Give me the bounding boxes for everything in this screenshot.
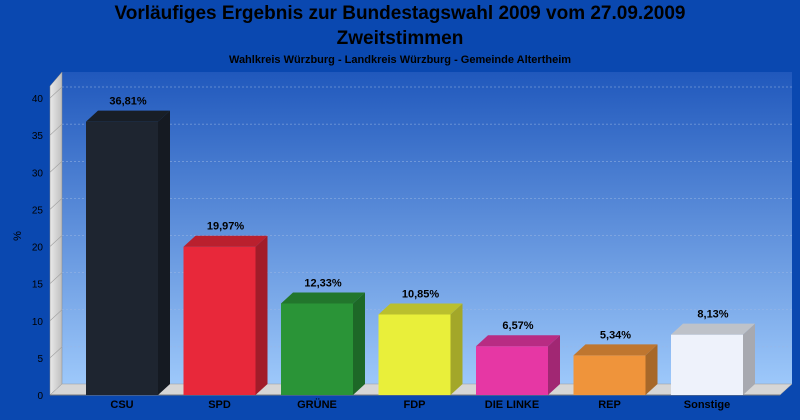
y-tick-label: 10 [32,317,44,328]
x-tick-label: CSU [110,399,133,411]
data-label: 12,33% [304,277,342,289]
y-tick-label: 35 [32,131,44,142]
wall-gridline [49,346,63,359]
y-tick-label: 30 [32,168,44,179]
wall-gridline [49,198,63,210]
bar-die-linke [476,335,560,395]
y-tick-label: 0 [37,391,43,402]
wall-gridline [49,309,63,321]
bar-side [548,335,560,395]
data-label: 8,13% [697,309,728,321]
data-label: 36,81% [109,96,147,108]
bar-front [86,121,158,395]
y-tick-label: 15 [32,280,44,291]
y-tick-label: 25 [32,205,44,216]
bar-front [476,346,548,395]
wall-gridline [49,272,63,284]
bar-gr-ne [281,292,365,395]
bar-top [476,335,560,347]
data-label: 10,85% [402,288,440,300]
bar-side [353,292,365,395]
wall-gridline [49,123,63,136]
x-tick-label: DIE LINKE [485,399,539,411]
bar-sonstige [671,323,755,395]
bar-top [183,235,268,247]
y-tick-label: 40 [32,94,44,105]
left-wall [49,71,63,396]
x-tick-label: REP [598,399,621,411]
bar-front [573,355,646,395]
bar-side [158,110,170,395]
bar-fdp [378,303,463,395]
x-tick-label: SPD [208,399,231,411]
data-label: 19,97% [207,221,245,233]
bar-front [183,246,256,395]
bar-side [450,303,463,395]
x-tick-label: GRÜNE [297,398,337,411]
bar-rep [573,344,658,395]
wall-gridline [49,161,63,173]
bar-side [743,323,755,395]
x-tick-label: Sonstige [684,399,730,411]
wall-gridline [49,86,63,99]
y-tick-label: 5 [37,354,43,365]
bar-front [281,303,353,395]
bar-side [645,344,658,395]
bar-front [378,314,451,395]
bar-top [378,303,463,315]
data-label: 5,34% [600,329,631,341]
chart-title: Vorläufiges Ergebnis zur Bundestagswahl … [114,3,686,24]
data-label: 6,57% [502,320,533,332]
chart-subtitle: Wahlkreis Würzburg - Landkreis Würzburg … [228,54,572,66]
y-tick-label: 20 [32,243,44,254]
chart-title-line2: Zweitstimmen [336,28,464,49]
y-axis-label: % [12,231,24,241]
bar-top [281,292,365,304]
bar-spd [183,235,268,395]
bar-side [255,235,268,395]
bar-front [671,334,743,395]
bar-csu [86,110,170,395]
wall-gridline [49,235,63,247]
x-tick-label: FDP [404,399,426,411]
bar-top [671,323,755,335]
bar-top [86,110,170,122]
bar-top [573,344,658,356]
